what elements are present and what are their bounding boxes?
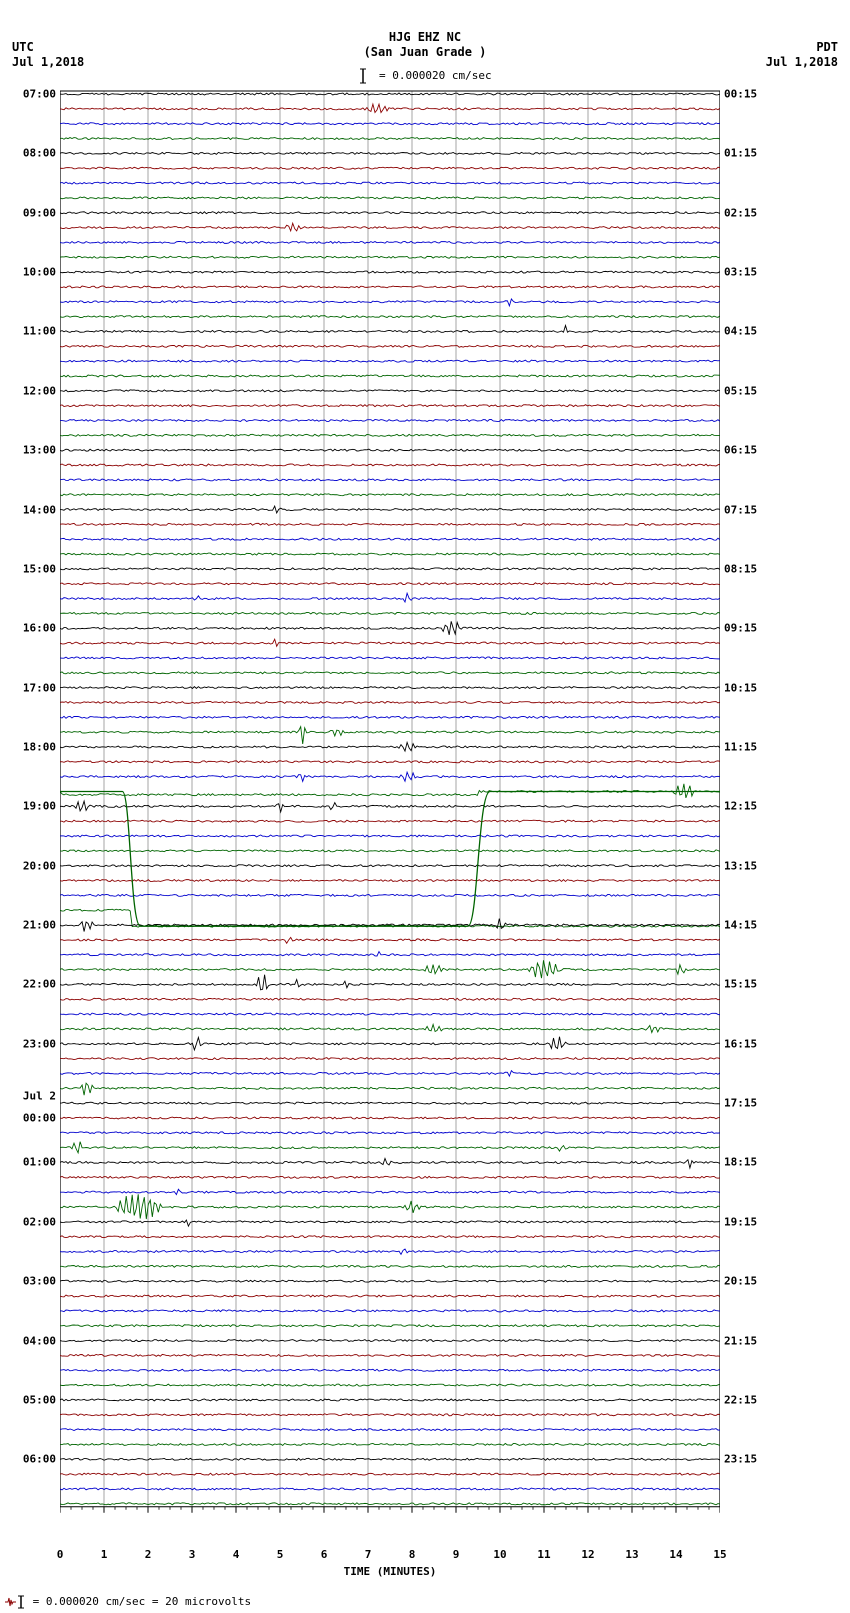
timezone-right: PDT [816, 40, 838, 54]
x-axis-title: TIME (MINUTES) [60, 1565, 720, 1578]
pdt-label: 14:15 [724, 919, 757, 932]
pdt-label: 09:15 [724, 622, 757, 635]
pdt-label: 15:15 [724, 978, 757, 991]
utc-label: 14:00 [23, 503, 56, 516]
minute-tick: 8 [409, 1548, 416, 1561]
utc-label: Jul 2 [23, 1090, 56, 1103]
station-code: HJG EHZ NC [0, 30, 850, 44]
pdt-label: 06:15 [724, 444, 757, 457]
pdt-label: 05:15 [724, 384, 757, 397]
pdt-label: 12:15 [724, 800, 757, 813]
helicorder-plot [60, 88, 720, 1543]
plot-svg [60, 88, 720, 1543]
pdt-label: 04:15 [724, 325, 757, 338]
utc-label: 07:00 [23, 88, 56, 101]
pdt-label: 13:15 [724, 859, 757, 872]
minute-tick: 3 [189, 1548, 196, 1561]
utc-label: 04:00 [23, 1334, 56, 1347]
date-right: Jul 1,2018 [766, 55, 838, 69]
utc-label: 01:00 [23, 1156, 56, 1169]
utc-label: 03:00 [23, 1275, 56, 1288]
minute-tick: 4 [233, 1548, 240, 1561]
minute-tick: 15 [713, 1548, 726, 1561]
minute-tick: 10 [493, 1548, 506, 1561]
utc-label: 02:00 [23, 1215, 56, 1228]
utc-label: 17:00 [23, 681, 56, 694]
timezone-left: UTC [12, 40, 34, 54]
station-location: (San Juan Grade ) [0, 45, 850, 59]
utc-label: 16:00 [23, 622, 56, 635]
utc-label: 09:00 [23, 206, 56, 219]
pdt-label: 03:15 [724, 266, 757, 279]
utc-label: 15:00 [23, 562, 56, 575]
pdt-label: 01:15 [724, 147, 757, 160]
footer-text: = 0.000020 cm/sec = 20 microvolts [33, 1595, 252, 1608]
pdt-label: 00:15 [724, 88, 757, 101]
pdt-label: 19:15 [724, 1215, 757, 1228]
minute-tick: 9 [453, 1548, 460, 1561]
minute-tick: 1 [101, 1548, 108, 1561]
minute-tick: 7 [365, 1548, 372, 1561]
pdt-label: 22:15 [724, 1393, 757, 1406]
minute-tick: 0 [57, 1548, 64, 1561]
minute-tick: 5 [277, 1548, 284, 1561]
pdt-label: 18:15 [724, 1156, 757, 1169]
utc-label: 13:00 [23, 444, 56, 457]
utc-label: 19:00 [23, 800, 56, 813]
utc-label: 20:00 [23, 859, 56, 872]
minute-tick: 12 [581, 1548, 594, 1561]
utc-label: 11:00 [23, 325, 56, 338]
utc-label: 12:00 [23, 384, 56, 397]
pdt-label: 23:15 [724, 1453, 757, 1466]
minute-tick-labels: 0123456789101112131415 [60, 1548, 720, 1566]
utc-label: 21:00 [23, 919, 56, 932]
pdt-label: 16:15 [724, 1037, 757, 1050]
pdt-time-labels: 00:15 01:15 02:15 03:15 04:15 05:15 06:15 07:15… [724, 88, 768, 1543]
pdt-label: 08:15 [724, 562, 757, 575]
date-left: Jul 1,2018 [12, 55, 84, 69]
seismogram-container: HJG EHZ NC (San Juan Grade ) = 0.000020 … [0, 0, 850, 1613]
utc-label: 06:00 [23, 1453, 56, 1466]
minute-tick: 14 [669, 1548, 682, 1561]
minute-tick: 11 [537, 1548, 550, 1561]
minute-tick: 13 [625, 1548, 638, 1561]
utc-label: 18:00 [23, 740, 56, 753]
minute-tick: 2 [145, 1548, 152, 1561]
pdt-label: 21:15 [724, 1334, 757, 1347]
utc-label: 22:00 [23, 978, 56, 991]
utc-label: 23:00 [23, 1037, 56, 1050]
utc-label: 08:00 [23, 147, 56, 160]
minute-tick: 6 [321, 1548, 328, 1561]
scale-text: = 0.000020 cm/sec [379, 69, 492, 82]
pdt-label: 02:15 [724, 206, 757, 219]
pdt-label: 20:15 [724, 1275, 757, 1288]
pdt-label: 11:15 [724, 740, 757, 753]
pdt-label: 17:15 [724, 1097, 757, 1110]
utc-label: 05:00 [23, 1393, 56, 1406]
utc-label: 00:00 [23, 1111, 56, 1124]
utc-label: 10:00 [23, 266, 56, 279]
pdt-label: 07:15 [724, 503, 757, 516]
pdt-label: 10:15 [724, 681, 757, 694]
utc-time-labels: 07:00 08:00 09:00 10:00 11:00 12:00 13:00 14:00… [12, 88, 56, 1543]
footer-scale: = 0.000020 cm/sec = 20 microvolts [4, 1595, 251, 1609]
scale-indicator: = 0.000020 cm/sec [0, 68, 850, 84]
